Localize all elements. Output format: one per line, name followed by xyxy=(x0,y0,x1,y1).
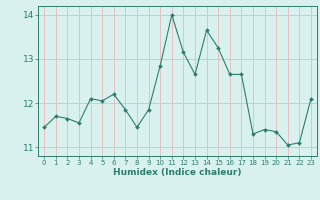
X-axis label: Humidex (Indice chaleur): Humidex (Indice chaleur) xyxy=(113,168,242,177)
